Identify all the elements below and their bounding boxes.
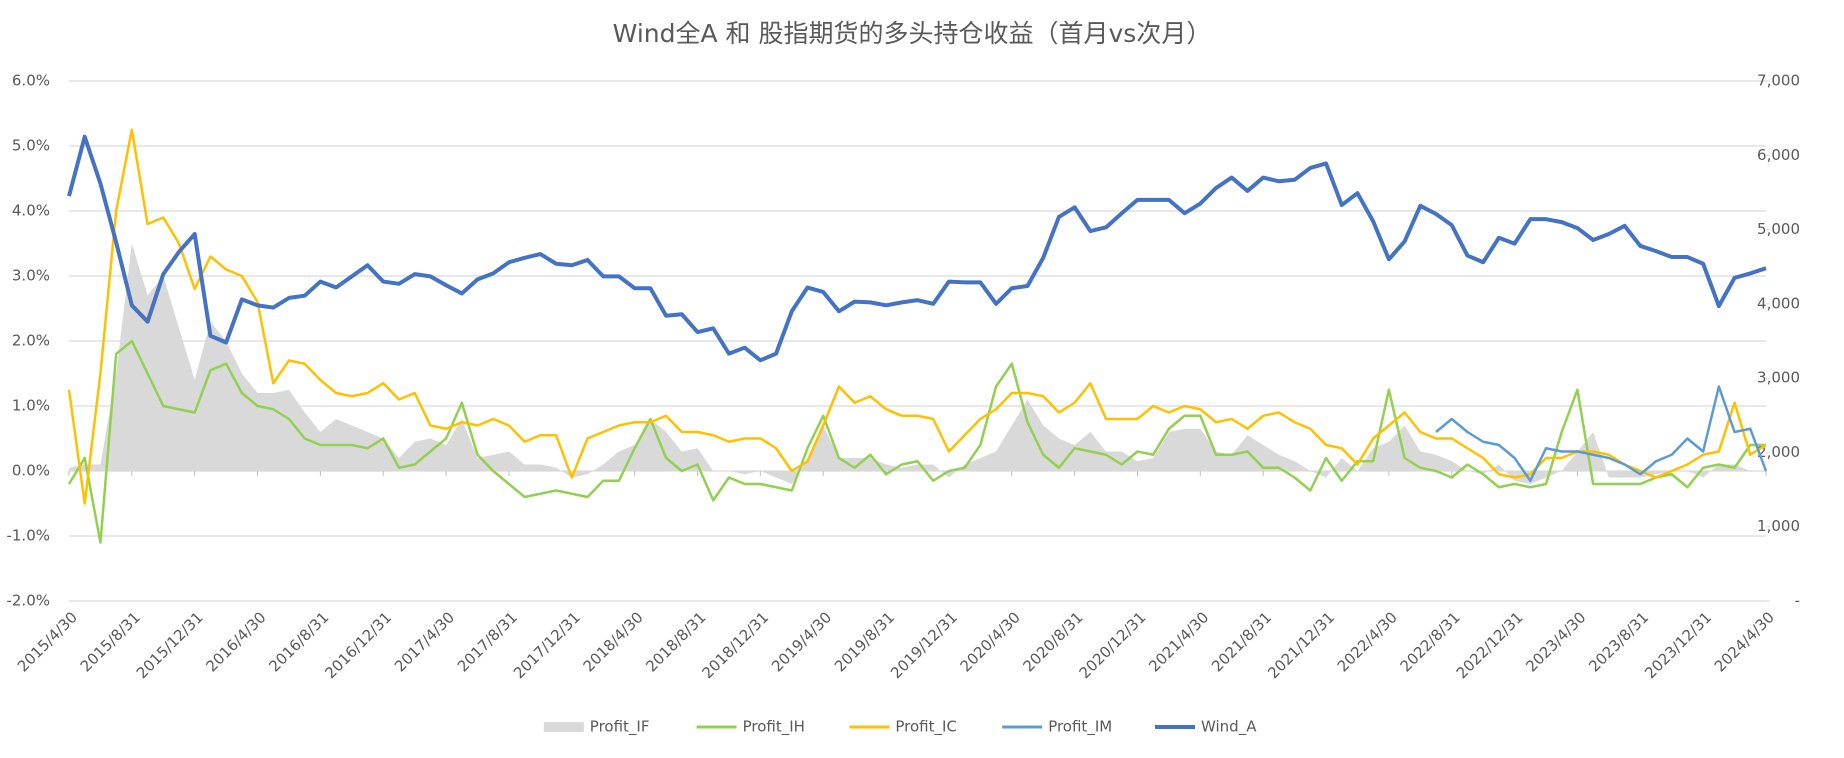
- y2-tick-label: -: [1795, 592, 1800, 610]
- x-tick-label: 2021/8/31: [1208, 608, 1275, 675]
- y-tick-label: 4.0%: [12, 202, 50, 220]
- x-tick-label: 2016/12/31: [321, 608, 395, 682]
- y2-tick-label: 2,000: [1757, 443, 1800, 461]
- x-tick-label: 2020/8/31: [1020, 608, 1087, 675]
- y-tick-label: -2.0%: [6, 592, 50, 610]
- x-tick-label: 2019/4/30: [768, 608, 835, 675]
- x-tick-label: 2023/4/30: [1522, 608, 1589, 675]
- x-tick-label: 2023/8/31: [1585, 608, 1652, 675]
- y2-tick-label: 1,000: [1757, 517, 1800, 535]
- x-tick-label: 2018/4/30: [580, 608, 647, 675]
- x-tick-label: 2017/8/31: [454, 608, 521, 675]
- y-tick-label: 1.0%: [12, 397, 50, 415]
- x-tick-label: 2022/8/31: [1397, 608, 1464, 675]
- legend-label: Profit_IC: [895, 718, 957, 737]
- y2-tick-label: 6,000: [1757, 146, 1800, 164]
- series-line: [67, 128, 1767, 505]
- series-line: [67, 134, 1767, 363]
- x-tick-label: 2016/4/30: [202, 608, 269, 675]
- series-line: [67, 339, 1766, 544]
- x-tick-label: 2017/12/31: [510, 608, 584, 682]
- y2-tick-label: 7,000: [1757, 72, 1800, 90]
- x-tick-label: 2018/8/31: [642, 608, 709, 675]
- legend-label: Profit_IH: [743, 718, 805, 737]
- x-tick-label: 2015/12/31: [133, 608, 207, 682]
- y-tick-label: 6.0%: [12, 72, 50, 90]
- x-tick-label: 2015/4/30: [14, 608, 81, 675]
- y-tick-label: 3.0%: [12, 267, 50, 285]
- y2-tick-label: 3,000: [1757, 369, 1800, 387]
- x-tick-label: 2019/8/31: [831, 608, 898, 675]
- y-tick-label: -1.0%: [6, 527, 50, 545]
- x-tick-label: 2022/12/31: [1453, 608, 1527, 682]
- x-tick-label: 2024/4/30: [1711, 608, 1778, 675]
- x-tick-label: 2021/12/31: [1264, 608, 1338, 682]
- area: [69, 243, 1766, 484]
- x-tick-label: 2015/8/31: [77, 608, 144, 675]
- x-tick-label: 2022/4/30: [1334, 608, 1401, 675]
- series-line: [1435, 385, 1768, 482]
- legend-label: Profit_IM: [1048, 718, 1112, 737]
- x-tick-label: 2023/12/31: [1641, 608, 1715, 682]
- legend-label: Wind_A: [1201, 718, 1257, 737]
- y2-tick-label: 5,000: [1757, 220, 1800, 238]
- x-tick-label: 2020/4/30: [957, 608, 1024, 675]
- legend-label: Profit_IF: [590, 718, 650, 737]
- y-tick-label: 2.0%: [12, 332, 50, 350]
- x-tick-label: 2018/12/31: [699, 608, 773, 682]
- x-tick-label: 2021/4/30: [1145, 608, 1212, 675]
- x-tick-label: 2016/8/31: [265, 608, 332, 675]
- x-tick-label: 2019/12/31: [887, 608, 961, 682]
- x-tick-label: 2017/4/30: [391, 608, 458, 675]
- y2-tick-label: 4,000: [1757, 294, 1800, 312]
- legend-swatch: [543, 722, 584, 732]
- y-tick-label: 0.0%: [12, 462, 50, 480]
- y-tick-label: 5.0%: [12, 137, 50, 155]
- x-tick-label: 2020/12/31: [1076, 608, 1150, 682]
- chart-title: Wind全A 和 股指期货的多头持仓收益（首月vs次月）: [613, 19, 1212, 48]
